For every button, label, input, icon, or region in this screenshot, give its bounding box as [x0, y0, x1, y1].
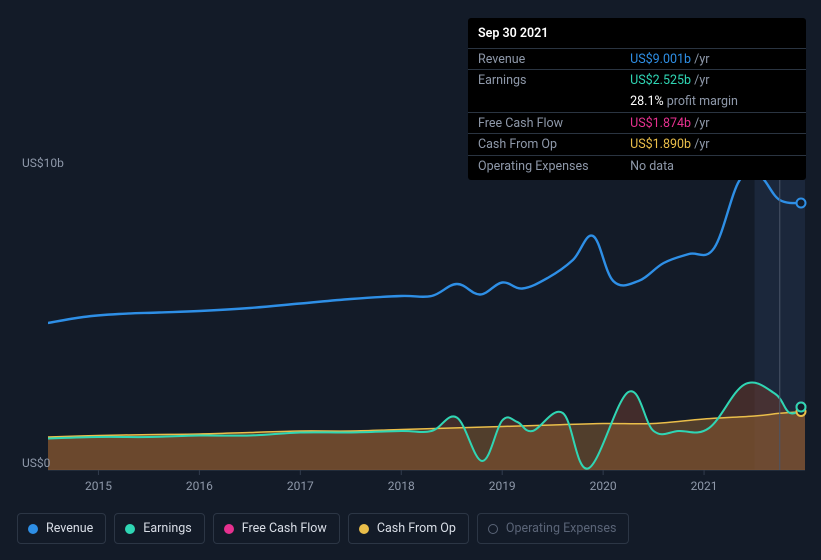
- legend-dot: [488, 524, 498, 534]
- svg-text:2019: 2019: [489, 479, 516, 493]
- svg-text:2020: 2020: [590, 479, 617, 493]
- y-axis-max-label: US$10b: [22, 156, 64, 170]
- tooltip-label: Cash From Op: [468, 134, 620, 156]
- tooltip-date: Sep 30 2021: [468, 26, 806, 48]
- tooltip-unit: /yr: [694, 116, 709, 131]
- svg-text:2018: 2018: [388, 479, 415, 493]
- tooltip-label: Revenue: [468, 48, 620, 70]
- tooltip-label: Free Cash Flow: [468, 112, 620, 134]
- tooltip-table: Revenue US$9.001b /yr Earnings US$2.525b…: [468, 48, 806, 177]
- legend-item-cash-from-op[interactable]: Cash From Op: [348, 513, 469, 544]
- tooltip-value: US$1.890b: [630, 137, 691, 152]
- tooltip-unit: /yr: [694, 73, 709, 88]
- tooltip-unit: /yr: [694, 52, 709, 67]
- legend-item-earnings[interactable]: Earnings: [114, 513, 204, 544]
- tooltip-label: Operating Expenses: [468, 155, 620, 176]
- legend-item-operating-expenses[interactable]: Operating Expenses: [477, 513, 630, 544]
- legend-label: Cash From Op: [377, 521, 456, 536]
- tooltip-sub-text: profit margin: [667, 94, 738, 109]
- tooltip-unit: /yr: [694, 137, 709, 152]
- svg-text:2015: 2015: [85, 479, 112, 493]
- legend-label: Free Cash Flow: [242, 521, 327, 536]
- tooltip-value: US$2.525b: [630, 73, 691, 88]
- legend-dot: [28, 524, 38, 534]
- legend-item-free-cash-flow[interactable]: Free Cash Flow: [213, 513, 340, 544]
- tooltip-row: Revenue US$9.001b /yr: [468, 48, 806, 70]
- svg-text:2021: 2021: [691, 479, 718, 493]
- legend-dot: [359, 524, 369, 534]
- svg-text:2017: 2017: [287, 479, 314, 493]
- tooltip-value: No data: [630, 159, 674, 174]
- tooltip-row: Operating Expenses No data: [468, 155, 806, 176]
- tooltip-row: Free Cash Flow US$1.874b /yr: [468, 112, 806, 134]
- legend-label: Earnings: [143, 521, 191, 536]
- y-axis-min-label: US$0: [22, 456, 50, 470]
- tooltip-row-sub: 28.1% profit margin: [468, 91, 806, 112]
- legend-label: Operating Expenses: [506, 521, 617, 536]
- tooltip-value: US$1.874b: [630, 116, 691, 131]
- tooltip-sub-pct: 28.1%: [630, 94, 664, 109]
- tooltip-value: US$9.001b: [630, 52, 691, 67]
- legend-label: Revenue: [46, 521, 93, 536]
- hover-tooltip: Sep 30 2021 Revenue US$9.001b /yr Earnin…: [468, 18, 806, 180]
- legend-item-revenue[interactable]: Revenue: [17, 513, 106, 544]
- legend-dot: [224, 524, 234, 534]
- svg-text:2016: 2016: [186, 479, 213, 493]
- tooltip-row: Earnings US$2.525b /yr: [468, 70, 806, 91]
- chart-legend: Revenue Earnings Free Cash Flow Cash Fro…: [17, 513, 629, 544]
- legend-dot: [125, 524, 135, 534]
- tooltip-label: Earnings: [468, 70, 620, 91]
- tooltip-row: Cash From Op US$1.890b /yr: [468, 134, 806, 156]
- financials-chart: 2015 2016 2017 2018 2019 2020 2021 US$10b US$0…: [0, 0, 821, 560]
